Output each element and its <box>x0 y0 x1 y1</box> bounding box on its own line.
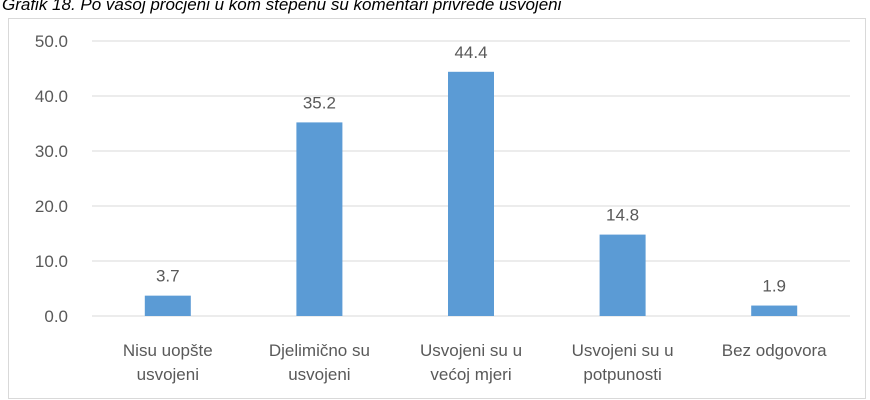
chart-title: Grafik 18. Po vašoj procjeni u kom stepe… <box>2 0 563 14</box>
x-tick-label: Bez odgovora <box>722 341 827 360</box>
data-label: 14.8 <box>606 206 639 225</box>
y-tick-label: 20.0 <box>35 197 68 216</box>
y-tick-label: 40.0 <box>35 87 68 106</box>
bar <box>296 122 343 317</box>
chart-frame <box>8 18 866 399</box>
x-tick-label: Nisu uopšte usvojeni <box>123 341 213 384</box>
y-tick-label: 0.0 <box>44 307 68 326</box>
bar <box>599 234 646 316</box>
x-tick-label: Usvojeni su u potpunosti <box>572 341 674 384</box>
data-label: 1.9 <box>762 277 786 296</box>
y-tick-label: 30.0 <box>35 142 68 161</box>
bar <box>144 295 191 316</box>
data-label: 44.4 <box>454 43 487 62</box>
x-tick-label: Djelimično su usvojeni <box>269 341 370 384</box>
bar <box>751 305 798 316</box>
bar <box>448 71 494 316</box>
y-tick-label: 50.0 <box>35 32 68 51</box>
data-label: 3.7 <box>156 267 180 286</box>
data-label: 35.2 <box>303 93 336 112</box>
y-tick-label: 10.0 <box>35 252 68 271</box>
x-tick-label: Usvojeni su u većoj mjeri <box>420 341 522 384</box>
